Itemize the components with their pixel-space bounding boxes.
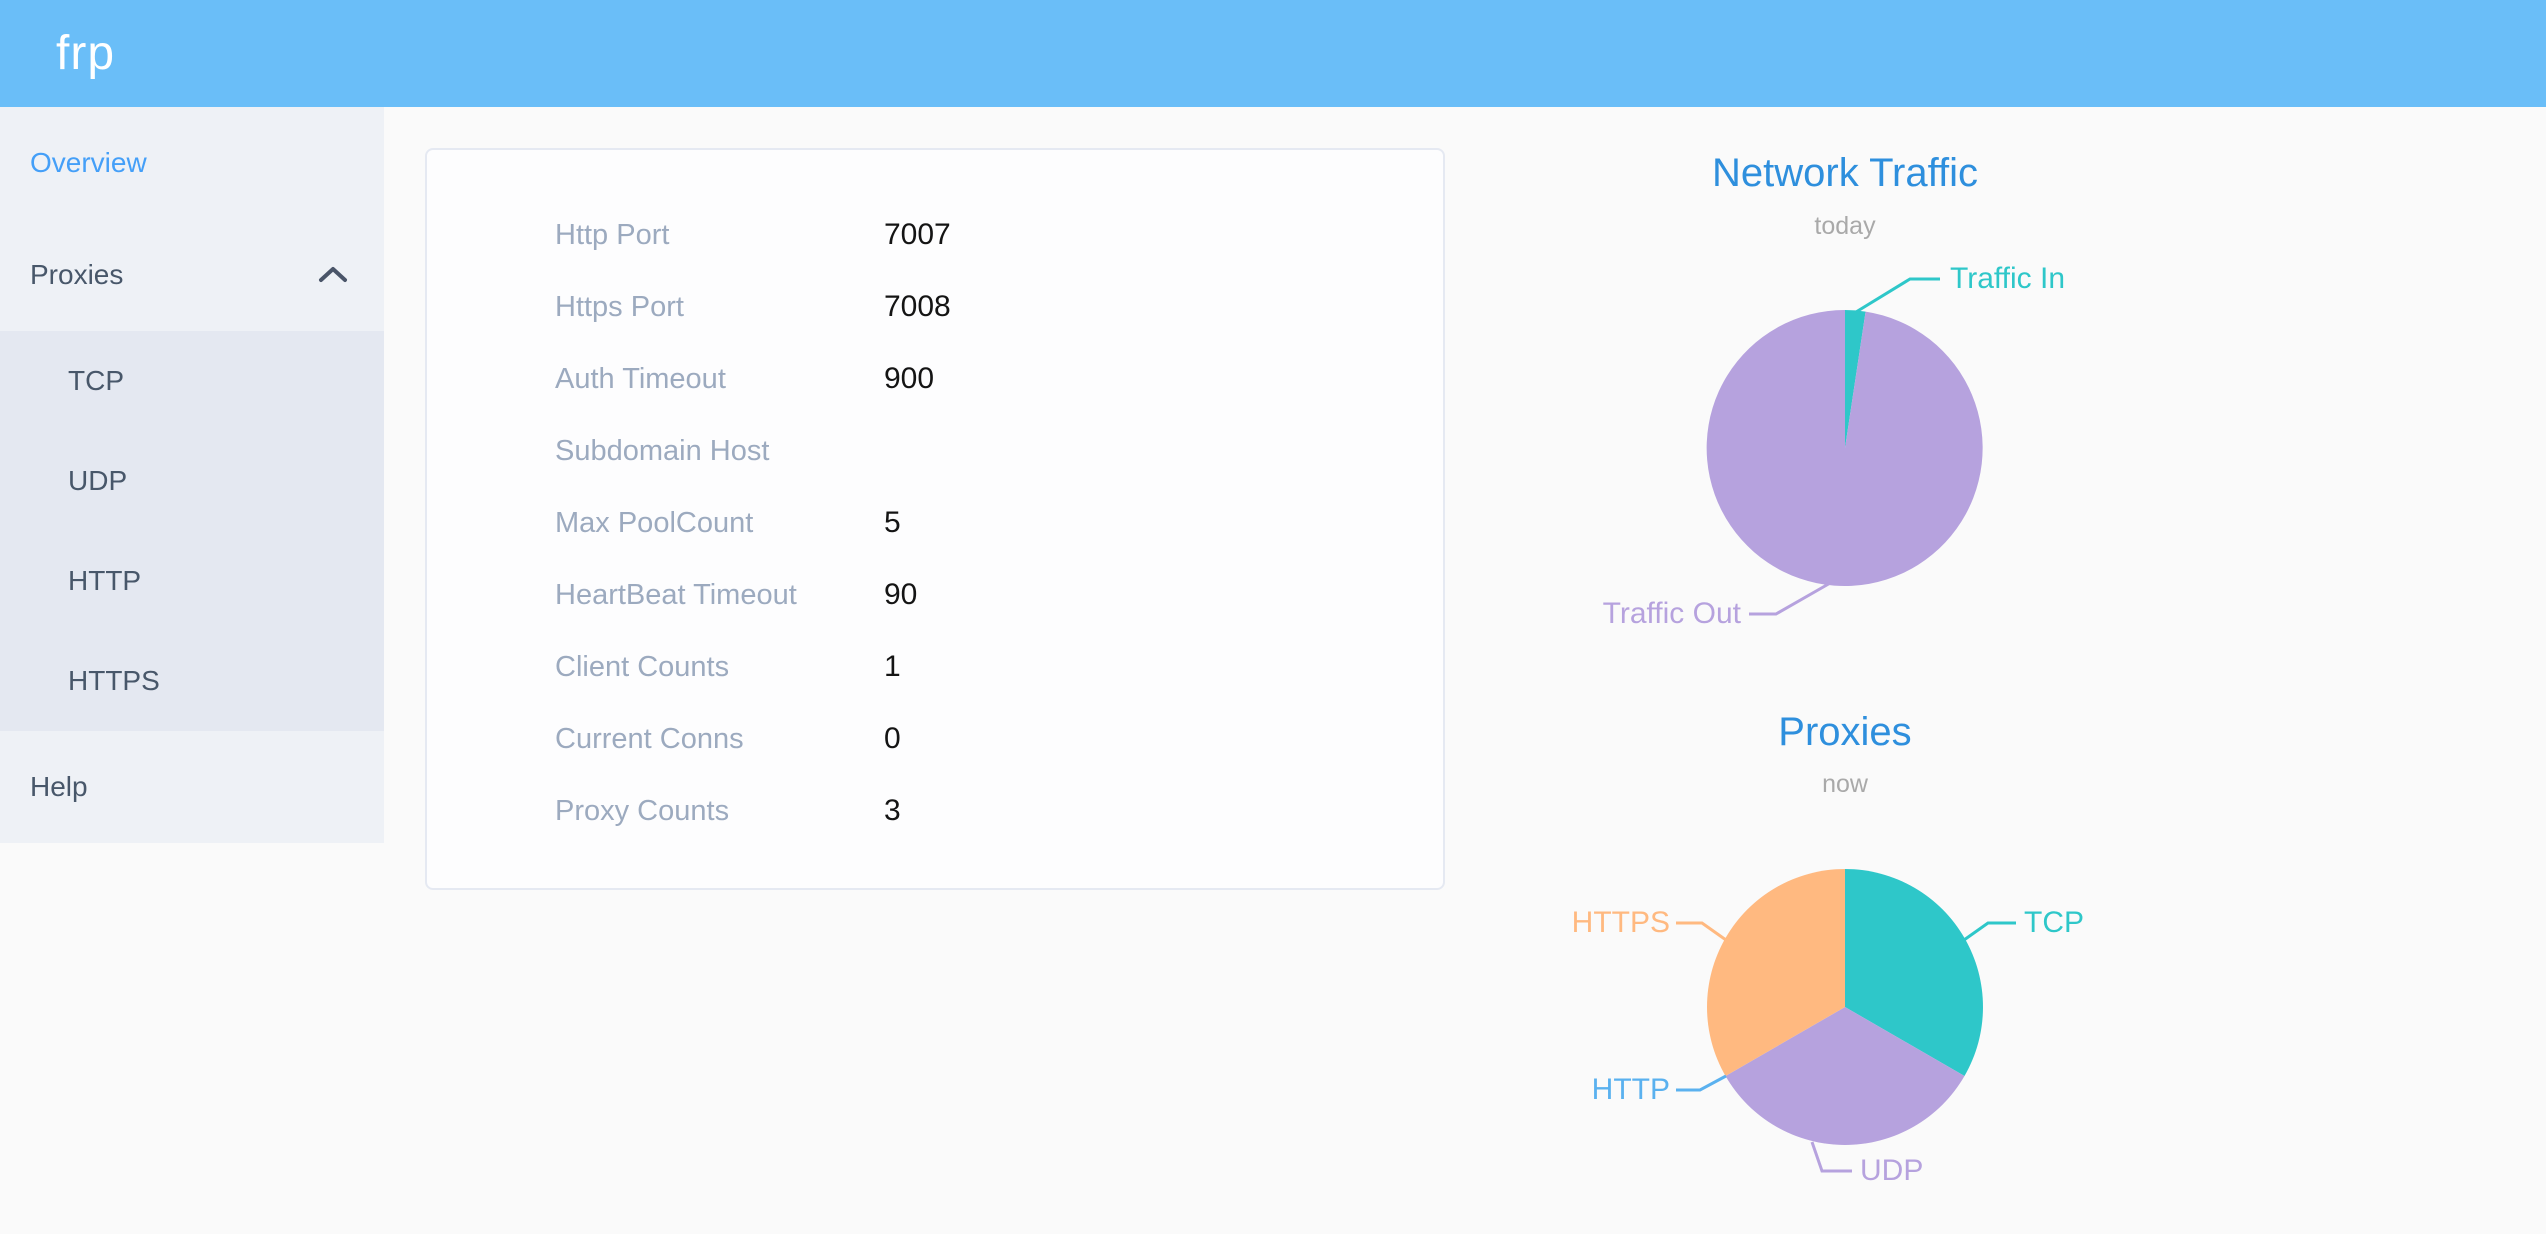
info-row-proxy-counts: Proxy Counts 3: [427, 775, 1443, 847]
traffic-in-label-line: [1855, 277, 1940, 314]
info-label: Proxy Counts: [555, 794, 730, 827]
proxy-tcp-slice[interactable]: [1845, 869, 1983, 1076]
sidebar-item-help[interactable]: Help: [0, 731, 384, 843]
tcp-label-line: [1963, 921, 2016, 942]
chevron-up-icon: [318, 266, 348, 284]
proxies-chart-subtitle: now: [1822, 770, 1868, 798]
info-value: 0: [884, 722, 901, 755]
proxy-https-slice[interactable]: [1707, 869, 1845, 1076]
app-header: frp: [0, 0, 2546, 107]
info-value: 7007: [884, 218, 951, 251]
traffic-out-label: Traffic Out: [1602, 597, 1741, 630]
info-value: 5: [884, 506, 901, 539]
info-value: 90: [884, 578, 918, 611]
udp-slice-label: UDP: [1860, 1154, 1924, 1187]
udp-label-line: [1810, 1141, 1852, 1173]
sidebar-item-tcp[interactable]: TCP: [0, 331, 384, 431]
server-info-card: Http Port 7007 Https Port 7008 Auth Time…: [425, 148, 1445, 890]
info-row-http-port: Http Port 7007: [427, 199, 1443, 271]
info-row-https-port: Https Port 7008: [427, 271, 1443, 343]
frp-logo: frp: [56, 27, 116, 80]
server-info-rows: Http Port 7007 Https Port 7008 Auth Time…: [427, 150, 1443, 847]
sidebar-item-label: Help: [30, 771, 88, 802]
sidebar-item-udp[interactable]: UDP: [0, 431, 384, 531]
sidebar-item-proxies[interactable]: Proxies: [0, 219, 384, 331]
https-label-line: [1676, 921, 1727, 942]
info-label: Auth Timeout: [555, 362, 726, 395]
sidebar-item-https[interactable]: HTTPS: [0, 631, 384, 731]
info-row-client-counts: Client Counts 1: [427, 631, 1443, 703]
sidebar-item-label: Overview: [30, 147, 147, 178]
https-slice-label: HTTPS: [1571, 906, 1670, 939]
traffic-out-slice[interactable]: [1706, 309, 1983, 586]
info-value: 1: [884, 650, 901, 683]
info-label: Client Counts: [555, 650, 730, 683]
proxies-chart-title: Proxies: [1778, 710, 1912, 754]
info-label: Http Port: [555, 218, 670, 251]
info-label: Subdomain Host: [555, 434, 770, 467]
sidebar-item-label: HTTP: [68, 565, 142, 596]
traffic-out-label-line: [1749, 580, 1833, 616]
info-value: 7008: [884, 290, 951, 323]
sidebar-item-label: UDP: [68, 465, 128, 496]
info-row-max-poolcount: Max PoolCount 5: [427, 487, 1443, 559]
info-label: Max PoolCount: [555, 506, 754, 539]
info-label: HeartBeat Timeout: [555, 578, 797, 611]
info-label: Https Port: [555, 290, 684, 323]
http-slice-label: HTTP: [1591, 1073, 1670, 1106]
traffic-in-slice[interactable]: [1845, 310, 1866, 448]
network-traffic-chart-title: Network Traffic: [1712, 151, 1978, 195]
network-traffic-chart-subtitle: today: [1814, 212, 1876, 240]
info-value: 900: [884, 362, 935, 395]
sidebar-item-http[interactable]: HTTP: [0, 531, 384, 631]
traffic-in-label: Traffic In: [1950, 262, 2066, 295]
info-value: 3: [884, 794, 901, 827]
tcp-slice-label: TCP: [2024, 906, 2084, 939]
proxy-udp-slice[interactable]: [1725, 1007, 1965, 1145]
sidebar-item-overview[interactable]: Overview: [0, 107, 384, 219]
info-row-current-conns: Current Conns 0: [427, 703, 1443, 775]
sidebar-submenu-proxies: TCP UDP HTTP HTTPS: [0, 331, 384, 731]
http-label-line: [1676, 1074, 1727, 1092]
info-label: Current Conns: [555, 722, 744, 755]
info-row-heartbeat-timeout: HeartBeat Timeout 90: [427, 559, 1443, 631]
info-row-subdomain-host: Subdomain Host: [427, 415, 1443, 487]
sidebar-item-label: TCP: [68, 365, 124, 396]
sidebar-item-label: Proxies: [30, 259, 124, 290]
sidebar-item-label: HTTPS: [68, 665, 160, 696]
sidebar: Overview Proxies TCP UDP HTTP HTTPS: [0, 107, 384, 843]
info-row-auth-timeout: Auth Timeout 900: [427, 343, 1443, 415]
